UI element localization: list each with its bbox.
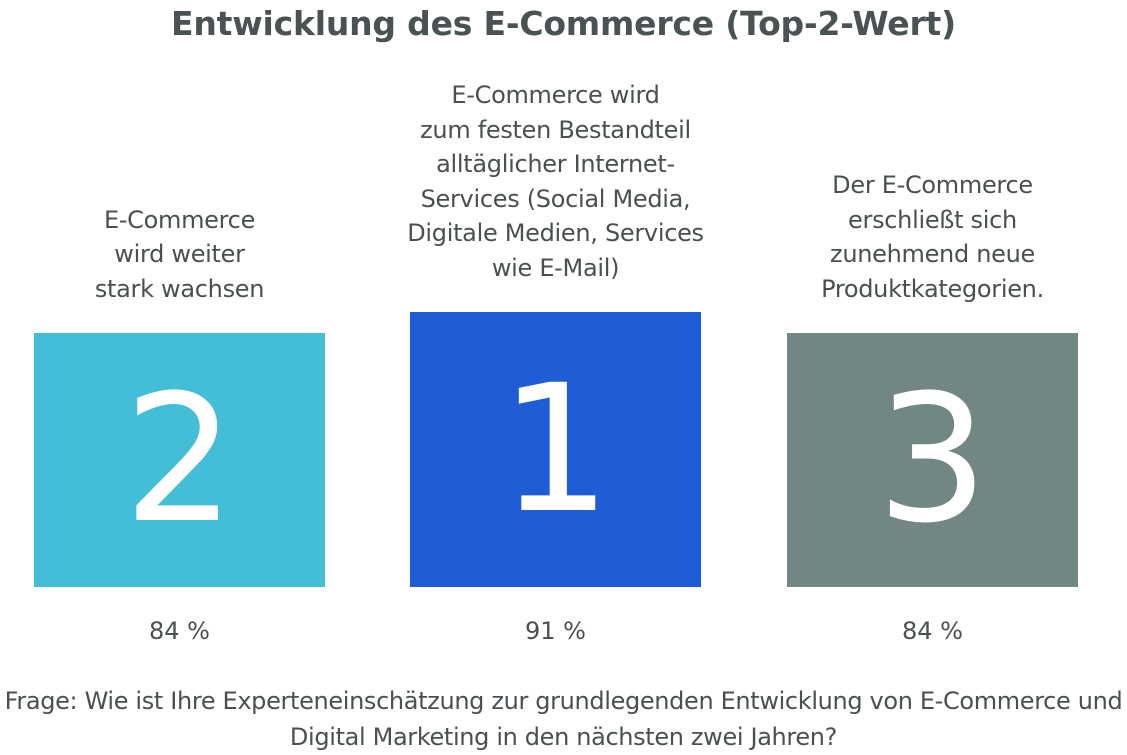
podium-bar: 3	[787, 333, 1078, 587]
category-label-line: E-Commerce	[103, 205, 256, 234]
value-label: 91 %	[525, 617, 586, 645]
category-label: E-Commerce wird zum festen Bestandteil all…	[370, 78, 741, 285]
category-label-line: wird weiter	[114, 240, 245, 268]
chart-title: Entwicklung des E-Commerce (Top-2-Wert)	[171, 4, 956, 43]
value-label: 84 %	[149, 617, 210, 645]
rank-number: 1	[499, 346, 612, 552]
category-label: E-Commerce wird weiter stark wachsen	[0, 203, 365, 307]
value-label: 84 %	[902, 617, 963, 645]
category-label-line: Services (Social Media,	[420, 184, 691, 213]
category-label-line: zum festen Bestandteil	[420, 115, 691, 144]
category-label-line: E-Commerce wird	[451, 81, 660, 109]
survey-question: Frage: Wie ist Ihre Experteneinschätzung…	[0, 683, 1127, 755]
survey-question-line-2: Digital Marketing in den nächsten zwei J…	[289, 723, 838, 751]
rank-number: 3	[876, 357, 989, 562]
category-label-line: Produktkategorien.	[821, 274, 1044, 303]
category-label-line: zunehmend neue	[830, 240, 1035, 268]
podium-bar: 2	[34, 333, 325, 587]
category-label-line: Digitale Medien, Services	[407, 219, 704, 247]
category-label-line: Der E-Commerce	[832, 171, 1033, 199]
category-label-line: alltäglicher Internet-	[436, 150, 675, 178]
category-label-line: erschließt sich	[848, 205, 1017, 234]
category-label: Der E-Commerce erschließt sich zunehmend n…	[747, 168, 1118, 306]
category-label-line: wie E-Mail)	[491, 253, 620, 282]
podium-bar: 1	[410, 312, 701, 587]
rank-number: 2	[123, 357, 236, 562]
survey-question-line-1: Frage: Wie ist Ihre Experteneinschätzung…	[4, 687, 1123, 715]
category-label-line: stark wachsen	[94, 274, 265, 303]
